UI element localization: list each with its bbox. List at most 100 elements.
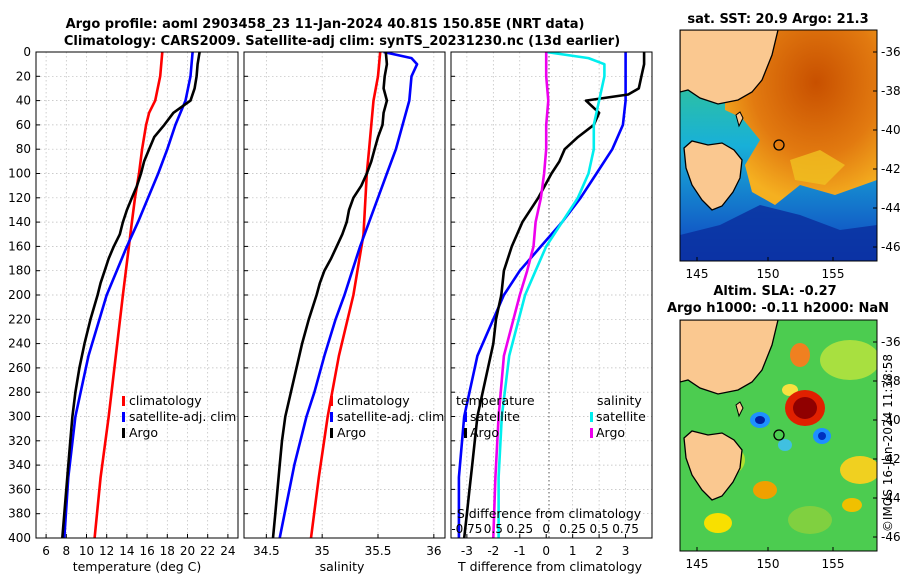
depth-tick-label: 40 — [16, 94, 31, 108]
legend-marker-satellite — [122, 412, 125, 422]
difference-series — [457, 52, 646, 538]
x2-tick-label: 0.25 — [506, 522, 533, 536]
map-y-tick-label: -38 — [881, 374, 900, 388]
sst-tasmania — [683, 140, 743, 211]
map-y-tick-label: -36 — [881, 335, 900, 349]
map-y-tick-label: -46 — [881, 530, 900, 544]
sst-map: sat. SST: 20.9 Argo: 21.3 145 150 155 -36 -3… — [679, 12, 900, 281]
series-line-climatology — [309, 52, 382, 538]
salinity-legend: climatology satellite-adj. clim Argo — [330, 393, 444, 440]
sst-mainland — [680, 30, 779, 105]
sla-eddy-core — [793, 397, 817, 419]
x2-tick-label: 0.25 — [559, 522, 586, 536]
depth-tick-label: 380 — [8, 507, 31, 521]
x2-tick-label: 0 — [542, 522, 550, 536]
salinity-xlabel: salinity — [320, 559, 365, 574]
legend-marker-t-argo — [464, 428, 467, 438]
depth-tick-label: 140 — [8, 215, 31, 229]
depth-tick-label: 260 — [8, 361, 31, 375]
salinity-series — [271, 52, 419, 538]
difference-tick-labels: -3 -2 -1 0 1 2 3 — [461, 544, 629, 558]
salinity-diff-tick-labels: -0.75 0.5 0.25 0 0.25 0.5 0.75 — [451, 522, 639, 536]
x-tick-label: 20 — [180, 544, 195, 558]
imos-timestamp: ©IMOS 16-Jan-2024 11:38:58 — [881, 354, 895, 532]
series-line-s-argo — [492, 52, 550, 538]
legend-s-satellite: satellite — [596, 409, 646, 424]
map-y-tick-label: -42 — [881, 162, 900, 176]
x2-tick-label: 0.5 — [590, 522, 609, 536]
x-tick-label: 8 — [62, 544, 70, 558]
sla-eddy-negative-core — [755, 416, 765, 424]
legend-marker-s-argo — [590, 428, 593, 438]
x-tick-label: 10 — [79, 544, 94, 558]
x2-tick-label: -0.75 — [451, 522, 482, 536]
map-y-tick-label: -40 — [881, 123, 900, 137]
legend-s-argo: Argo — [596, 425, 625, 440]
sla-argo-location — [773, 429, 785, 441]
sla-map-title-2: Argo h1000: -0.11 h2000: NaN — [667, 301, 889, 316]
map-x-tick-label: 145 — [686, 557, 709, 571]
depth-tick-label: 120 — [8, 191, 31, 205]
sst-map-ticks: 145 150 155 -36 -38 -40 -42 -44 -46 — [686, 45, 900, 281]
difference-panel: -3 -2 -1 0 1 2 3 T difference from climatology… — [450, 51, 653, 574]
depth-tick-label: 400 — [8, 531, 31, 545]
sst-map-title: sat. SST: 20.9 Argo: 21.3 — [687, 12, 868, 27]
depth-tick-label: 320 — [8, 434, 31, 448]
imos-stamp: ©IMOS 16-Jan-2024 11:38:58 — [881, 354, 895, 532]
x-tick-label: 18 — [160, 544, 175, 558]
x-tick-label: 3 — [622, 544, 630, 558]
depth-tick-label: 340 — [8, 458, 31, 472]
series-line-t-argo — [462, 52, 646, 538]
temperature-xlabel: temperature (deg C) — [73, 559, 202, 574]
depth-tick-label: 180 — [8, 264, 31, 278]
map-y-tick-label: -42 — [881, 452, 900, 466]
sla-flinders-island — [735, 401, 744, 418]
sla-blob — [840, 456, 877, 484]
salinity-diff-axis-label: S difference from climatology — [457, 506, 642, 521]
legend-marker-s-satellite — [590, 412, 593, 422]
sla-blob — [820, 340, 877, 380]
x-tick-label: 22 — [200, 544, 215, 558]
map-y-tick-label: -46 — [881, 240, 900, 254]
x-tick-label: 1 — [569, 544, 577, 558]
map-x-tick-label: 155 — [822, 267, 845, 281]
difference-xlabel: T difference from climatology — [457, 559, 643, 574]
x-tick-label: 35 — [315, 544, 330, 558]
sst-flinders-island — [735, 111, 744, 128]
difference-legend-temperature: temperature satellite Argo — [456, 393, 535, 440]
legend-climatology: climatology — [129, 393, 202, 408]
series-line-satellite-adj-clim — [278, 52, 419, 538]
legend-salinity-heading: salinity — [597, 393, 642, 408]
x-tick-label: 0 — [542, 544, 550, 558]
x-tick-label: 12 — [99, 544, 114, 558]
series-line-argo — [271, 52, 389, 538]
series-line-satellite-adj-clim — [63, 52, 194, 538]
depth-tick-label: 160 — [8, 239, 31, 253]
sst-map-frame — [679, 29, 878, 262]
depth-tick-label: 200 — [8, 288, 31, 302]
depth-tick-label: 220 — [8, 312, 31, 326]
legend-satellite: satellite-adj. clim — [337, 409, 444, 424]
depth-tick-label: 0 — [23, 45, 31, 59]
title-line-1: Argo profile: aoml 2903458_23 11-Jan-202… — [66, 17, 585, 32]
salinity-panel: 34.5 35 35.5 36 salinity climatology satell… — [243, 51, 446, 574]
legend-t-satellite: satellite — [470, 409, 520, 424]
legend-temperature-heading: temperature — [456, 393, 535, 408]
map-y-tick-label: -36 — [881, 45, 900, 59]
map-x-tick-label: 150 — [757, 267, 780, 281]
legend-marker-argo — [122, 428, 125, 438]
salinity-frame — [243, 51, 446, 539]
legend-marker-argo — [330, 428, 333, 438]
depth-tick-labels: 0 20 40 60 80 100 120 140 160 180 200 220 240 260 280 3… — [8, 45, 31, 545]
sst-argo-location — [773, 139, 785, 151]
sla-blob — [704, 513, 732, 533]
map-y-tick-label: -40 — [881, 413, 900, 427]
sla-map-ticks: 145 150 155 -36 -38 -40 -42 -44 -46 — [686, 335, 900, 571]
temperature-frame — [35, 51, 239, 539]
legend-argo: Argo — [129, 425, 158, 440]
sst-warm-eddy-edge — [790, 150, 845, 185]
x2-tick-label: 0.5 — [484, 522, 503, 536]
legend-marker-t-satellite — [464, 412, 467, 422]
salinity-tick-labels: 34.5 35 35.5 36 — [253, 544, 442, 558]
